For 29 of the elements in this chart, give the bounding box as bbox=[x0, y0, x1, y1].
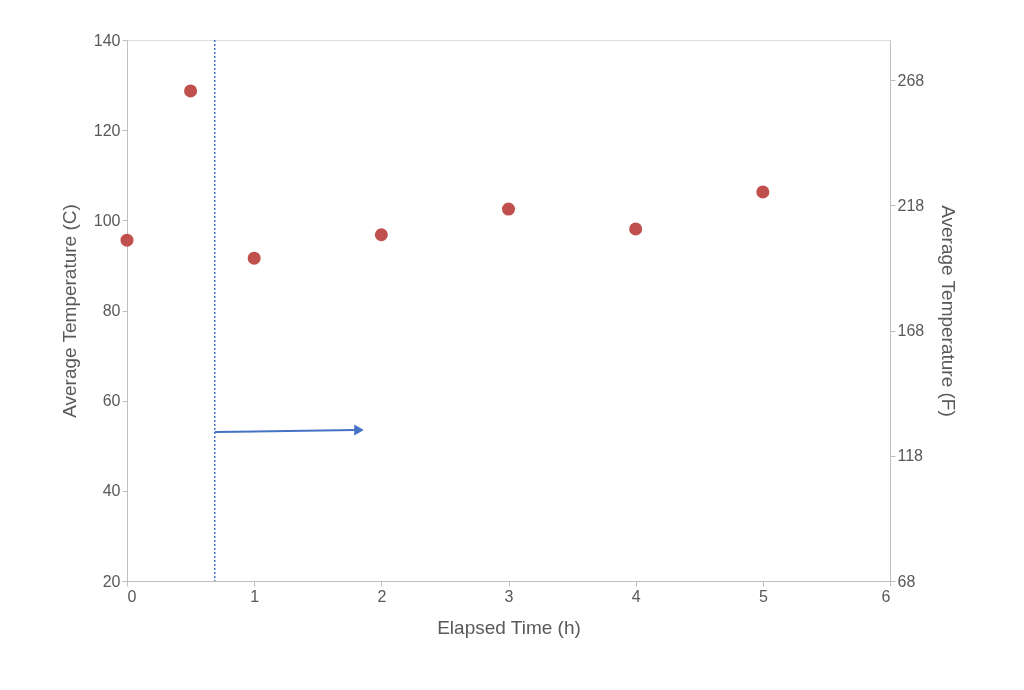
y-tick-label: 80 bbox=[102, 302, 121, 319]
point bbox=[247, 251, 261, 265]
y-axis-title: Average Temperature (C) bbox=[58, 204, 80, 418]
x-tick-label: 1 bbox=[250, 587, 260, 605]
y2-tick-label: 218 bbox=[897, 196, 925, 214]
point bbox=[756, 185, 770, 199]
point bbox=[501, 202, 516, 216]
point bbox=[629, 222, 643, 236]
x-tick-label: 3 bbox=[504, 587, 514, 605]
y2-tick-label: 268 bbox=[897, 71, 925, 89]
y-tick-label: 20 bbox=[102, 572, 121, 590]
x-tick-label: 0 bbox=[127, 587, 137, 605]
y2-axis-title: Average Temperature (F) bbox=[938, 205, 960, 417]
y2-tick-label: 168 bbox=[897, 322, 925, 340]
point bbox=[374, 228, 388, 242]
y-tick-label: 120 bbox=[93, 121, 121, 139]
y2-tick-label: 118 bbox=[897, 447, 924, 465]
y-tick-label: 140 bbox=[93, 31, 121, 49]
x-tick-label: 2 bbox=[377, 587, 387, 605]
point bbox=[184, 84, 198, 98]
x-tick-label: 6 bbox=[881, 587, 891, 605]
y-tick-label: 60 bbox=[102, 392, 121, 410]
x-tick-label: 5 bbox=[758, 587, 768, 605]
x-axis-title: Elapsed Time (h) bbox=[437, 616, 581, 638]
point bbox=[120, 233, 134, 247]
y-tick-label: 100 bbox=[93, 211, 121, 229]
x-tick-label: 4 bbox=[631, 587, 641, 605]
y2-tick-label: 68 bbox=[897, 572, 916, 590]
y-tick-label: 40 bbox=[102, 482, 121, 500]
